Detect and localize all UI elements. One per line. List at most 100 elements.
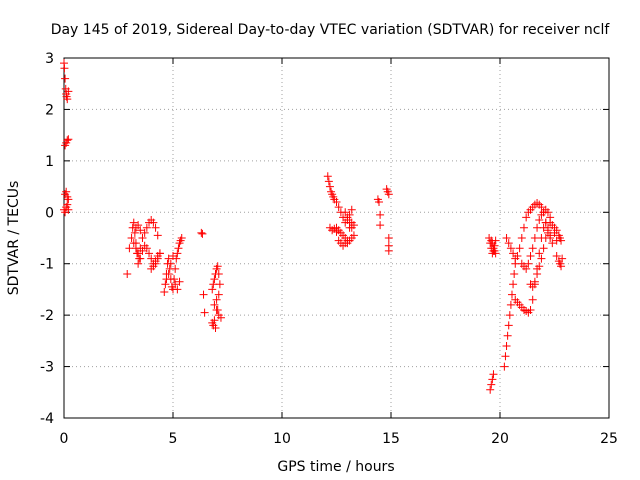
data-point [510,270,519,278]
data-point [130,228,139,237]
data-point [505,311,514,320]
data-point [164,270,173,278]
data-point [343,236,352,245]
data-point [349,221,358,230]
data-point [64,87,73,96]
data-point [214,270,223,278]
data-point [341,208,350,217]
data-point [142,223,151,232]
data-point [500,362,509,371]
x-tick-label: 20 [491,431,509,447]
data-point [325,182,334,191]
data-point [210,316,219,325]
data-point [507,290,516,299]
data-point [533,270,542,278]
data-point [134,221,143,230]
data-point [211,324,220,332]
data-point [151,259,160,268]
data-point [138,246,147,255]
data-point [533,223,542,232]
data-point [543,208,552,217]
data-point [64,195,73,204]
data-point [515,244,524,253]
data-points [60,59,567,394]
data-point [488,239,497,248]
data-point [129,218,138,227]
data-point [347,205,356,214]
data-point [138,234,147,242]
data-point [63,136,72,145]
data-point [171,280,180,289]
data-point [509,249,518,258]
data-point [375,198,384,206]
axes: 0 5 10 15 20 25 -4 -3 -2 -1 0 1 2 3 [40,51,618,447]
y-tick-label: -2 [40,308,54,324]
data-point [524,259,533,268]
data-point [501,352,510,361]
data-point [210,300,219,309]
data-point [214,290,223,299]
x-tick-label: 25 [600,431,618,447]
data-point [160,288,169,296]
y-tick-label: -3 [40,360,54,376]
data-point [546,231,555,240]
data-point [488,375,497,384]
data-point [213,262,222,271]
grid-lines [64,58,609,418]
y-tick-label: 3 [45,51,54,67]
x-tick-label: 15 [382,431,400,447]
x-axis-label: GPS time / hours [277,459,394,475]
data-point [486,385,495,394]
data-point [522,213,531,222]
data-point [557,236,566,245]
data-point [530,234,539,242]
x-tick-label: 10 [273,431,291,447]
data-point [522,264,531,273]
data-point [162,275,171,284]
data-point [63,95,72,104]
data-point [323,172,332,181]
data-point [552,252,561,260]
data-point [526,306,535,314]
y-tick-label: 0 [45,205,54,221]
data-point [548,239,557,248]
data-point [502,342,511,350]
data-point [198,229,207,238]
data-point [127,234,136,242]
data-point [164,254,173,263]
data-point [153,254,162,263]
data-point [506,244,515,253]
data-point [376,221,385,230]
data-point [324,177,333,186]
data-point [173,249,182,258]
data-point [212,295,221,304]
data-point [537,203,546,212]
y-tick-label: -4 [40,411,54,427]
data-point [169,252,177,260]
data-point [64,135,73,144]
data-point [345,218,354,227]
data-point [200,308,209,317]
data-point [175,277,184,286]
data-point [535,262,544,271]
data-point [543,226,552,235]
data-point [177,234,186,242]
data-point [153,231,162,240]
data-point [149,218,158,227]
data-point [513,252,522,260]
data-point [161,280,170,289]
data-point [384,190,393,199]
chart-title: Day 145 of 2019, Sidereal Day-to-day VTE… [51,22,611,38]
data-point [533,199,542,208]
data-point [140,241,149,250]
data-point [504,239,513,248]
data-point [506,300,515,309]
data-point [502,234,511,242]
data-point [376,210,385,219]
data-point [129,239,138,248]
data-point [61,74,70,83]
data-point [384,234,393,242]
data-point [210,275,219,284]
data-point [140,228,149,237]
